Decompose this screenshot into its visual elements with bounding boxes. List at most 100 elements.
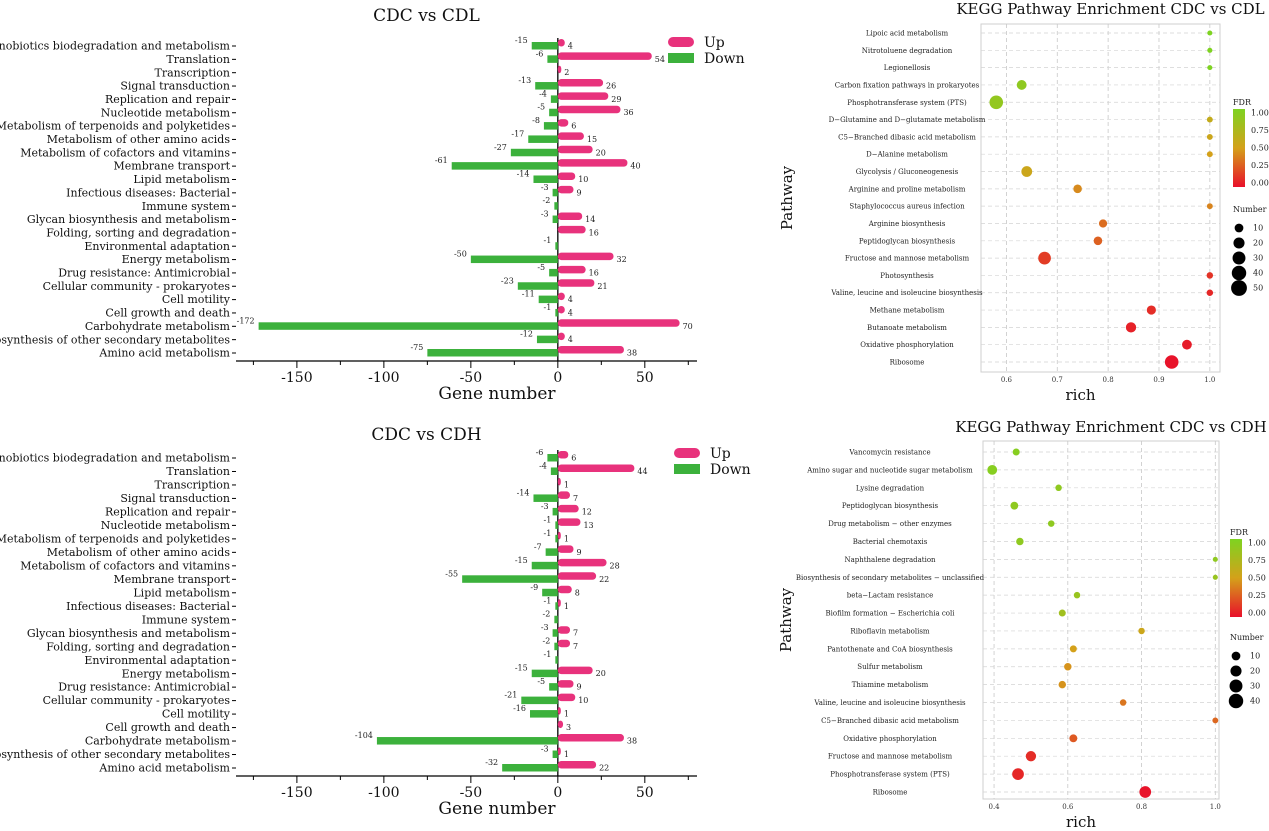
bar-up-value: 12 — [582, 507, 592, 516]
bar-down-value: -7 — [534, 542, 542, 551]
pathway-label: Fructose and mannose metabolism — [828, 753, 953, 761]
category-label: Nucleotide metabolism — [101, 519, 231, 532]
legend-label: Down — [710, 462, 751, 478]
bar-down-value: -55 — [445, 569, 458, 578]
x-tick-label: 0 — [553, 785, 562, 801]
category-label: Immune system — [142, 200, 231, 213]
enrichment-point — [1207, 65, 1213, 71]
enrichment-point — [1212, 556, 1218, 562]
y-axis-title: Pathway — [778, 165, 796, 230]
bar-up-value: 1 — [564, 710, 569, 719]
bar-down-value: -17 — [511, 129, 524, 138]
category-label: Metabolism of terpenoids and polyketides — [0, 120, 230, 133]
bar-down — [555, 308, 558, 317]
legend-swatch — [674, 448, 700, 458]
bar-down-value: -1 — [544, 650, 552, 659]
bar-up — [557, 292, 565, 301]
pathway-label: C5−Branched dibasic acid metabolism — [838, 133, 976, 141]
bar-down-value: -3 — [541, 210, 549, 219]
bar-down — [462, 575, 558, 583]
bar-down — [531, 669, 558, 678]
bar-up — [557, 734, 624, 742]
bar-up — [557, 680, 574, 688]
enrichment-point — [1206, 151, 1213, 158]
bar-up-value: 1 — [564, 750, 569, 759]
bar-up — [557, 761, 597, 769]
bar-up-value: 21 — [597, 282, 607, 291]
fdr-colorbar — [1230, 539, 1242, 617]
category-label: Folding, sorting and degradation — [46, 640, 230, 653]
bar-up-value: 36 — [623, 108, 633, 117]
bar-down-value: -9 — [530, 583, 538, 592]
bar-up-value: 22 — [599, 764, 609, 773]
enrichment-point — [1207, 47, 1213, 53]
number-legend-dot — [1228, 693, 1244, 709]
pathway-label: Carbon fixation pathways in prokaryotes — [835, 81, 980, 89]
bar-down-value: -12 — [520, 330, 533, 339]
bar-up — [557, 504, 579, 513]
bar-down — [536, 335, 558, 344]
pathway-label: Riboflavin metabolism — [850, 627, 930, 635]
category-label: Metabolism of other amino acids — [47, 546, 231, 559]
bar-down — [533, 175, 558, 183]
bar-down-value: -11 — [522, 290, 535, 299]
pathway-label: Thiamine metabolism — [852, 681, 929, 689]
category-label: Transcription — [154, 479, 230, 492]
category-label: Infectious diseases: Bacterial — [66, 600, 230, 613]
bar-up-value: 7 — [573, 642, 578, 651]
number-legend-label: 50 — [1253, 284, 1263, 293]
bar-down — [552, 507, 558, 516]
legend-label: Down — [704, 51, 745, 67]
pathway-label: Butanoate metabolism — [867, 324, 947, 332]
enrichment-point — [1058, 609, 1066, 617]
category-label: Nucleotide metabolism — [101, 106, 231, 119]
pathway-label: Phosphotransferase system (PTS) — [830, 771, 950, 779]
fdr-legend: FDR 1.00 0.75 0.50 0.25 0.00 — [1233, 98, 1269, 188]
number-legend-dot — [1231, 651, 1241, 661]
bar-up-value: 20 — [596, 148, 606, 157]
bar-chart-2: CDC vs CDH -150 -100 -50 0 50 Gene number Xenob… — [0, 425, 751, 819]
bar-down — [542, 588, 558, 597]
bar-down-value: -3 — [541, 623, 549, 632]
bar-up-value: 14 — [585, 215, 595, 224]
pathway-label: Lipoic acid metabolism — [866, 30, 949, 38]
x-tick-label: 0.7 — [1052, 376, 1063, 384]
enrichment-point — [989, 95, 1004, 110]
bar-up-value: 9 — [576, 188, 581, 197]
bar-down — [521, 696, 558, 705]
bar-down — [528, 135, 558, 143]
x-tick-label: -150 — [281, 785, 312, 801]
bar-down — [531, 42, 558, 50]
number-legend-dot — [1233, 237, 1245, 249]
bar-up — [557, 747, 561, 756]
pathway-label: D−Alanine metabolism — [866, 151, 948, 159]
number-legend-dot — [1232, 251, 1246, 265]
bar-down — [555, 521, 558, 529]
category-label: Lipid metabolism — [133, 586, 230, 599]
category-label: Energy metabolism — [122, 667, 231, 680]
bar-down — [533, 494, 558, 502]
number-legend-dot — [1229, 679, 1243, 693]
bar-up — [557, 145, 593, 154]
bar-up — [557, 185, 574, 194]
fdr-tick-label: 0.25 — [1248, 591, 1266, 600]
bar-down — [549, 683, 558, 691]
category-label: Amino acid metabolism — [98, 347, 230, 360]
bar-up — [557, 132, 584, 140]
enrichment-point — [1069, 645, 1077, 653]
category-label: Membrane transport — [114, 160, 231, 173]
bar-up-value: 4 — [568, 42, 573, 51]
category-label: Translation — [166, 465, 230, 478]
enrichment-point — [1073, 184, 1082, 194]
enrichment-point — [1012, 768, 1024, 780]
bar-up — [557, 531, 561, 540]
number-legend-dot — [1234, 223, 1244, 233]
bar-up-value: 2 — [564, 68, 569, 77]
bar-down — [552, 188, 558, 197]
bar-down-value: -14 — [517, 488, 530, 497]
bar-down-value: -1 — [544, 303, 552, 312]
category-label: Replication and repair — [105, 506, 231, 519]
bar-down-value: -1 — [544, 515, 552, 524]
category-label: Signal transduction — [120, 492, 230, 505]
x-tick-label: -100 — [368, 785, 399, 801]
